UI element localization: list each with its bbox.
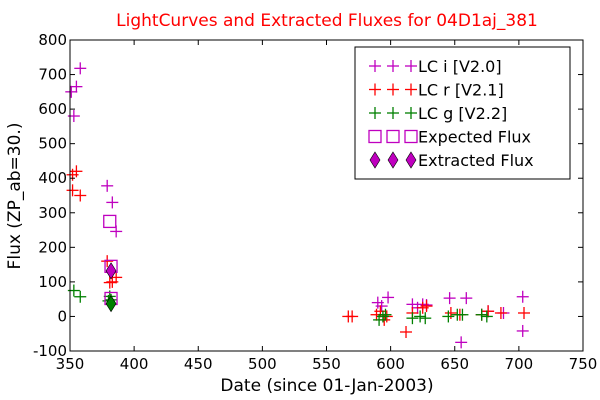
data-point bbox=[379, 308, 392, 321]
x-tick-label: 350 bbox=[56, 355, 85, 373]
legend-marker bbox=[386, 129, 400, 144]
y-tick-label: -100 bbox=[33, 342, 67, 360]
x-tick-label: 400 bbox=[120, 355, 149, 373]
data-point bbox=[74, 290, 87, 303]
data-point bbox=[375, 300, 388, 313]
legend-entry: LC g [V2.2] bbox=[369, 104, 507, 123]
legend-marker bbox=[404, 129, 418, 144]
x-axis-label: Date (since 01-Jan-2003) bbox=[220, 376, 433, 396]
x-tick-label: 450 bbox=[184, 355, 213, 373]
x-tick-label: 700 bbox=[505, 355, 534, 373]
legend-entry: LC r [V2.1] bbox=[369, 81, 504, 100]
data-point bbox=[101, 179, 114, 192]
data-point bbox=[103, 276, 116, 289]
y-tick-label: 0 bbox=[57, 307, 67, 325]
series bbox=[105, 262, 117, 280]
chart-title: LightCurves and Extracted Fluxes for 04D… bbox=[116, 11, 538, 31]
axis-ticks: 350 400 450 500 550 600 650 700 750 -100 0 100 200 30… bbox=[33, 31, 597, 373]
data-point bbox=[400, 325, 413, 338]
data-point bbox=[518, 306, 531, 319]
x-tick-label: 500 bbox=[248, 355, 277, 373]
y-tick-label: 500 bbox=[38, 135, 67, 153]
legend-marker bbox=[369, 151, 381, 169]
y-tick-label: 600 bbox=[38, 100, 67, 118]
data-point bbox=[74, 62, 87, 75]
legend-entry: LC i [V2.0] bbox=[369, 57, 502, 76]
data-point bbox=[406, 312, 419, 325]
plot-marks bbox=[65, 62, 531, 349]
series bbox=[105, 295, 117, 313]
legend-label: LC g [V2.2] bbox=[418, 104, 507, 123]
legend-entry: Extracted Flux bbox=[369, 151, 534, 170]
legend-marker bbox=[405, 151, 417, 169]
data-point bbox=[460, 292, 473, 305]
data-point bbox=[420, 300, 433, 313]
y-tick-label: 700 bbox=[38, 66, 67, 84]
data-point bbox=[70, 165, 83, 178]
data-point bbox=[74, 189, 87, 202]
legend-label: Extracted Flux bbox=[418, 151, 534, 170]
series bbox=[66, 165, 531, 338]
data-point bbox=[419, 312, 432, 325]
data-point bbox=[475, 308, 488, 321]
data-point bbox=[101, 255, 114, 268]
data-point bbox=[66, 184, 79, 197]
legend: LC i [V2.0] LC r [V2.1] LC g [V2.2] Expecte… bbox=[354, 46, 571, 180]
x-tick-label: 600 bbox=[376, 355, 405, 373]
data-point bbox=[494, 306, 507, 319]
data-point bbox=[480, 310, 493, 323]
y-tick-label: 300 bbox=[38, 204, 67, 222]
x-tick-label: 550 bbox=[312, 355, 341, 373]
y-axis-label: Flux (ZP_ab=30.) bbox=[5, 123, 25, 270]
data-point bbox=[103, 214, 117, 229]
legend-marker bbox=[368, 129, 382, 144]
y-tick-label: 400 bbox=[38, 169, 67, 187]
data-point bbox=[482, 305, 495, 318]
data-point bbox=[105, 262, 117, 280]
y-tick-label: 200 bbox=[38, 238, 67, 256]
data-point bbox=[65, 85, 78, 98]
data-point bbox=[376, 310, 389, 323]
legend-marker bbox=[387, 151, 399, 169]
data-point bbox=[444, 306, 457, 319]
data-point bbox=[456, 308, 469, 321]
legend-label: LC r [V2.1] bbox=[418, 81, 504, 100]
x-tick-label: 750 bbox=[569, 355, 598, 373]
data-point bbox=[70, 80, 83, 93]
y-tick-label: 100 bbox=[38, 273, 67, 291]
y-tick-label: 800 bbox=[38, 31, 67, 49]
data-point bbox=[443, 292, 456, 305]
legend-label: Expected Flux bbox=[418, 128, 531, 147]
legend-label: LC i [V2.0] bbox=[418, 57, 502, 76]
data-point bbox=[106, 196, 119, 209]
data-point bbox=[414, 310, 427, 323]
data-point bbox=[442, 310, 455, 323]
data-point bbox=[346, 310, 359, 323]
data-point bbox=[455, 336, 468, 349]
x-tick-label: 650 bbox=[440, 355, 469, 373]
data-point bbox=[105, 295, 117, 313]
legend-entry: Expected Flux bbox=[368, 128, 531, 147]
data-point bbox=[382, 291, 395, 304]
data-point bbox=[516, 290, 529, 303]
data-point bbox=[516, 324, 529, 337]
